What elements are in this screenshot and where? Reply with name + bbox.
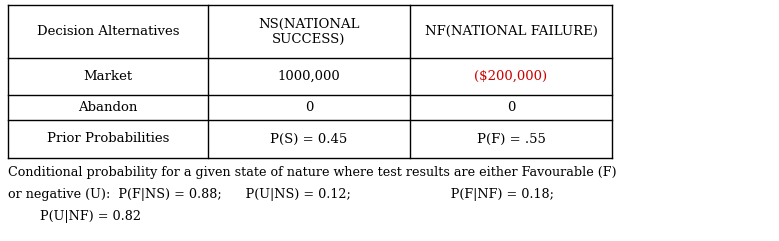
Text: 1000,000: 1000,000 xyxy=(277,70,340,83)
Text: Conditional probability for a given state of nature where test results are eithe: Conditional probability for a given stat… xyxy=(8,166,617,179)
Text: 0: 0 xyxy=(305,101,313,114)
Text: P(S) = 0.45: P(S) = 0.45 xyxy=(270,133,347,146)
Text: Decision Alternatives: Decision Alternatives xyxy=(37,25,179,38)
Text: NF(NATIONAL FAILURE): NF(NATIONAL FAILURE) xyxy=(425,25,597,38)
Text: Abandon: Abandon xyxy=(79,101,138,114)
Text: P(F) = .55: P(F) = .55 xyxy=(477,133,545,146)
Text: ($200,000): ($200,000) xyxy=(474,70,548,83)
Text: 0: 0 xyxy=(507,101,515,114)
Text: Market: Market xyxy=(83,70,132,83)
Text: or negative (U):  P(F|NS) = 0.88;      P(U|NS) = 0.12;                         P: or negative (U): P(F|NS) = 0.88; P(U|NS)… xyxy=(8,188,554,201)
Text: NS(NATIONAL
SUCCESS): NS(NATIONAL SUCCESS) xyxy=(259,18,360,46)
Text: P(U|NF) = 0.82: P(U|NF) = 0.82 xyxy=(8,210,141,223)
Text: Prior Probabilities: Prior Probabilities xyxy=(47,133,169,146)
